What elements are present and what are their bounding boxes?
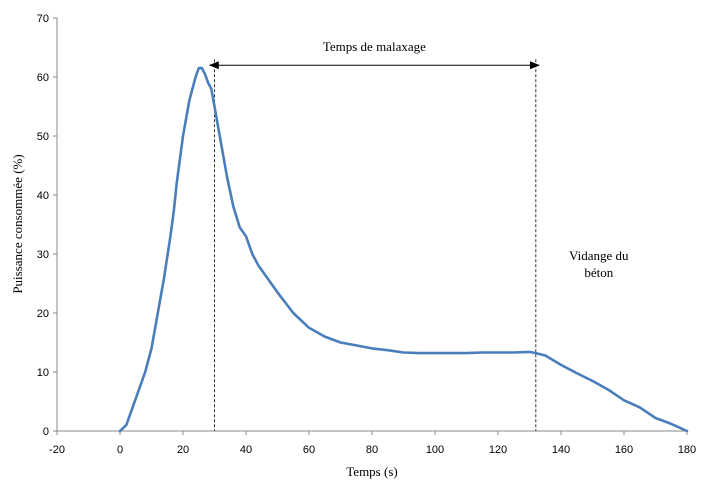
y-tick-label: 0 [43, 426, 49, 438]
y-tick-label: 40 [37, 190, 49, 202]
series-line-puissance [118, 66, 689, 433]
y-ticks: 0 10 20 30 40 50 60 70 [37, 13, 57, 438]
annotation-vidange-line2: béton [584, 265, 613, 280]
x-tick-label: 100 [426, 444, 444, 456]
x-axis-title: Temps (s) [346, 464, 397, 479]
x-tick-label: 20 [177, 444, 189, 456]
x-tick-label: 160 [615, 444, 633, 456]
x-ticks: -20 0 20 40 60 80 100 120 140 160 180 [49, 431, 696, 456]
y-tick-label: 60 [37, 72, 49, 84]
x-tick-label: 120 [489, 444, 507, 456]
y-tick-label: 20 [37, 308, 49, 320]
x-tick-label: 180 [678, 444, 696, 456]
x-tick-label: 60 [303, 444, 315, 456]
y-tick-label: 30 [37, 249, 49, 261]
annotation-vidange-line1: Vidange du [569, 248, 629, 263]
x-tick-label: 140 [552, 444, 570, 456]
x-tick-label: -20 [49, 444, 65, 456]
annotation-temps-de-malaxage: Temps de malaxage [323, 39, 426, 54]
x-tick-label: 0 [117, 444, 123, 456]
x-tick-label: 80 [366, 444, 378, 456]
y-tick-label: 70 [37, 13, 49, 25]
y-axis-title: Puissance consommée (%) [10, 154, 25, 293]
y-tick-label: 50 [37, 131, 49, 143]
x-tick-label: 40 [240, 444, 252, 456]
y-tick-label: 10 [37, 367, 49, 379]
